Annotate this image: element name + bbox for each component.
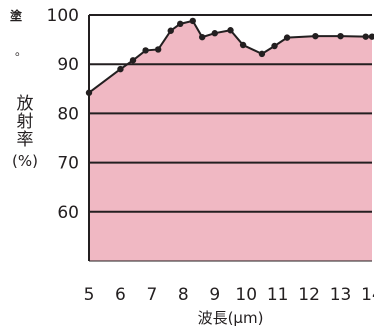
data-point-8: [199, 33, 206, 41]
x-tick-label-6: 6: [115, 285, 126, 305]
x-tick-label-13: 13: [330, 285, 352, 305]
x-tick-label-14: 14: [361, 285, 374, 305]
data-point-1: [117, 65, 124, 73]
y-axis-label-1: 射: [17, 112, 34, 132]
y-tick-label-60: 60: [57, 203, 79, 223]
x-tick-label-10: 10: [235, 285, 257, 305]
y-tick-label-80: 80: [57, 104, 79, 124]
data-point-15: [312, 32, 319, 40]
data-point-3: [142, 47, 149, 54]
x-tick-label-12: 12: [298, 285, 320, 305]
x-tick-label-5: 5: [84, 285, 95, 305]
data-point-2: [129, 57, 137, 64]
caption-fragment-middle: 。: [15, 44, 28, 58]
data-point-6: [176, 20, 184, 28]
x-tick-label-8: 8: [178, 285, 189, 305]
data-point-10: [227, 27, 234, 34]
y-axis-label-2: 率: [17, 130, 34, 150]
data-point-18: [368, 33, 374, 40]
data-point-7: [189, 17, 196, 25]
data-point-9: [211, 30, 218, 37]
data-point-12: [258, 50, 266, 58]
caption-fragment-top: 塗: [10, 9, 23, 23]
data-point-5: [167, 27, 174, 34]
data-point-4: [154, 46, 162, 53]
x-axis-label: 波長(μm): [198, 309, 264, 327]
data-point-17: [362, 33, 369, 40]
y-tick-label-100: 100: [47, 6, 79, 26]
x-tick-label-11: 11: [267, 285, 289, 305]
x-tick-label-7: 7: [146, 285, 157, 305]
y-axis-label-3: (%): [12, 152, 38, 170]
data-point-11: [239, 41, 247, 49]
y-axis-label-0: 放: [17, 94, 34, 114]
x-tick-label-9: 9: [209, 285, 220, 305]
data-point-13: [271, 42, 278, 50]
data-point-14: [283, 34, 291, 41]
y-tick-label-70: 70: [57, 154, 79, 174]
y-tick-label-90: 90: [57, 55, 79, 75]
data-point-16: [337, 32, 344, 40]
area-fill: [89, 20, 372, 262]
